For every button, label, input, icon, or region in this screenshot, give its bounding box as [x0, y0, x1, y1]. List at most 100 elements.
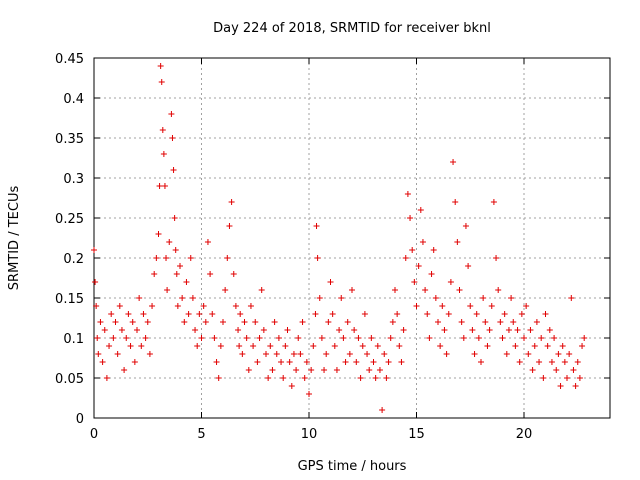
data-point — [310, 343, 317, 349]
data-point — [521, 335, 527, 341]
data-point — [196, 311, 203, 317]
data-point — [415, 263, 422, 269]
data-point — [426, 335, 433, 341]
data-point — [232, 303, 239, 309]
axis-ticks: 0 0.05 0.1 0.15 0.2 0.25 0.3 0.35 0.4 0.45 0 5 10 15 2… — [55, 52, 610, 442]
data-point — [239, 351, 246, 357]
data-point — [325, 319, 332, 325]
data-point — [536, 359, 543, 365]
data-point — [473, 311, 480, 317]
data-point — [557, 383, 564, 389]
data-point — [342, 359, 349, 365]
data-point — [333, 367, 340, 373]
data-point — [400, 327, 407, 333]
data-point — [170, 167, 177, 173]
data-point — [404, 191, 411, 197]
data-point — [484, 343, 491, 349]
data-point — [112, 319, 119, 325]
data-point — [273, 351, 280, 357]
data-point — [267, 343, 274, 349]
data-point — [439, 303, 446, 309]
data-point — [374, 343, 381, 349]
data-point — [172, 247, 179, 253]
data-point — [303, 359, 310, 365]
data-point — [97, 319, 104, 325]
data-point — [106, 343, 113, 349]
data-point — [445, 311, 452, 317]
data-point — [179, 295, 186, 301]
data-point — [316, 295, 323, 301]
data-point — [411, 279, 418, 285]
data-point — [284, 327, 291, 333]
data-point — [568, 295, 575, 301]
data-point — [531, 343, 538, 349]
data-point — [508, 295, 515, 301]
data-point — [215, 375, 222, 381]
data-point — [576, 375, 583, 381]
data-point — [469, 327, 476, 333]
data-point — [544, 343, 551, 349]
data-point — [207, 271, 214, 277]
data-point — [161, 183, 168, 189]
data-point — [512, 343, 519, 349]
data-point — [529, 367, 536, 373]
data-point — [250, 343, 257, 349]
data-point — [168, 111, 175, 117]
data-point — [482, 319, 489, 325]
y-tick-label: 0.25 — [55, 212, 84, 227]
data-point — [450, 159, 457, 165]
data-point — [129, 319, 136, 325]
data-point — [392, 287, 398, 293]
y-tick-label: 0.1 — [63, 332, 84, 347]
data-point — [254, 359, 261, 365]
data-point — [295, 335, 302, 341]
data-point — [422, 287, 429, 293]
data-point — [158, 79, 165, 85]
data-point — [286, 359, 293, 365]
data-point — [235, 327, 242, 333]
data-point — [428, 271, 435, 277]
data-point — [566, 351, 573, 357]
data-point — [200, 303, 207, 309]
data-point — [156, 183, 163, 189]
data-point — [125, 311, 132, 317]
data-point — [163, 255, 170, 261]
data-point — [271, 319, 278, 325]
data-point — [138, 343, 145, 349]
data-point — [525, 351, 532, 357]
data-point — [155, 231, 162, 237]
data-point — [533, 319, 540, 325]
data-point — [243, 335, 250, 341]
data-point — [181, 319, 188, 325]
data-point — [389, 319, 396, 325]
data-point — [432, 295, 439, 301]
data-point — [171, 215, 178, 221]
data-point — [121, 367, 128, 373]
data-point — [299, 319, 306, 325]
data-point — [570, 367, 577, 373]
data-point — [331, 343, 338, 349]
x-tick-label: 5 — [197, 427, 205, 442]
data-point — [574, 359, 581, 365]
data-point — [486, 327, 493, 333]
data-point — [187, 255, 194, 261]
data-point — [134, 327, 140, 333]
data-point — [256, 335, 263, 341]
data-point — [280, 375, 287, 381]
data-point — [338, 295, 345, 301]
y-tick-label: 0.3 — [63, 172, 84, 187]
data-point — [213, 359, 220, 365]
data-point — [228, 199, 235, 205]
data-point — [510, 319, 517, 325]
data-point — [361, 311, 368, 317]
data-point — [501, 311, 508, 317]
data-point — [402, 255, 409, 261]
data-point — [265, 375, 272, 381]
data-point — [344, 319, 351, 325]
data-point — [548, 359, 555, 365]
data-point — [516, 359, 523, 365]
data-point — [222, 287, 229, 293]
data-point — [99, 359, 106, 365]
data-point — [166, 239, 173, 245]
data-point — [407, 215, 414, 221]
